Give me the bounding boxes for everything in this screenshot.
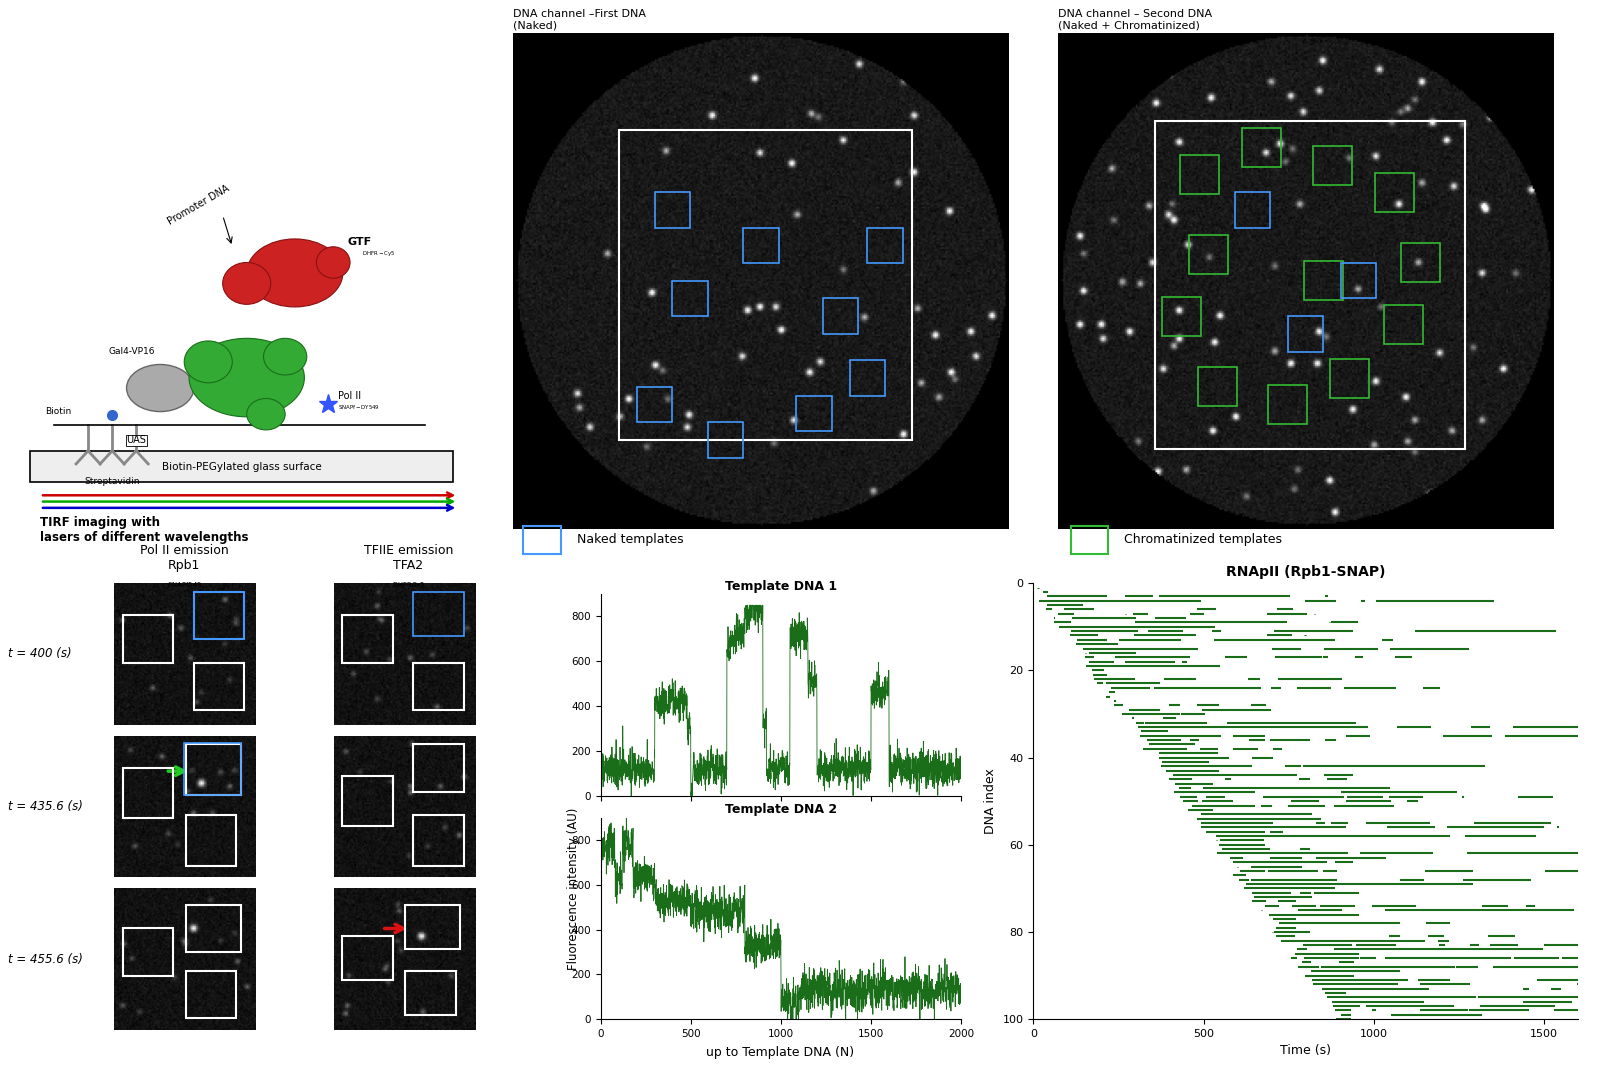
Text: t = 435.6 (s): t = 435.6 (s) [8, 800, 83, 813]
Text: Gal4-VP16: Gal4-VP16 [107, 347, 155, 355]
Text: DNA channel – Second DNA
(Naked + Chromatinized): DNA channel – Second DNA (Naked + Chroma… [1057, 9, 1211, 31]
Text: GTF: GTF [348, 237, 372, 246]
Bar [823, 299, 859, 334]
Text: Pol II: Pol II [338, 391, 360, 401]
Text: TFIIE emission
TFA2: TFIIE emission TFA2 [364, 544, 453, 572]
Text: Pol II emission
Rpb1: Pol II emission Rpb1 [139, 544, 229, 572]
Bar [413, 592, 463, 635]
Ellipse shape [247, 239, 343, 307]
Bar [620, 130, 912, 440]
Bar [413, 663, 463, 710]
Ellipse shape [316, 246, 349, 278]
Text: Naked templates: Naked templates [577, 533, 684, 546]
Text: Biotin-PEGylated glass surface: Biotin-PEGylated glass surface [162, 461, 322, 472]
Ellipse shape [247, 399, 285, 429]
Title: RNApII (Rpb1-SNAP): RNApII (Rpb1-SNAP) [1226, 566, 1386, 579]
Bar [655, 192, 690, 228]
Bar [1235, 192, 1270, 228]
Bar [343, 776, 392, 826]
Ellipse shape [223, 263, 271, 304]
Ellipse shape [127, 364, 194, 412]
Bar [708, 422, 743, 458]
Bar [186, 971, 235, 1018]
Text: DNA channel –First DNA
(Naked): DNA channel –First DNA (Naked) [513, 9, 646, 31]
Bar [1155, 121, 1466, 449]
Bar [867, 228, 902, 263]
Bar [123, 616, 173, 663]
Bar [796, 396, 831, 432]
Bar [849, 361, 884, 396]
FancyBboxPatch shape [30, 451, 453, 482]
Text: t = 400 (s): t = 400 (s) [8, 647, 72, 661]
Text: t = 455.6 (s): t = 455.6 (s) [8, 953, 83, 966]
Bar [1161, 296, 1202, 336]
Bar [413, 744, 463, 791]
Bar [1312, 146, 1352, 185]
Text: Streptavidin: Streptavidin [85, 477, 139, 486]
Bar [1179, 155, 1219, 194]
Bar [524, 526, 561, 554]
Bar [123, 929, 173, 976]
Bar [123, 768, 173, 819]
Bar [184, 743, 240, 795]
Bar [186, 905, 240, 953]
Bar [1242, 129, 1282, 167]
Bar [343, 616, 392, 663]
Text: $\mathregular{^{SNAPf-DY549}}$: $\mathregular{^{SNAPf-DY549}}$ [338, 404, 380, 413]
Bar [1402, 243, 1440, 282]
Bar [405, 905, 460, 949]
Y-axis label: DNA index: DNA index [984, 768, 996, 834]
Bar [194, 592, 244, 639]
Ellipse shape [189, 338, 304, 416]
Bar [1330, 359, 1370, 398]
Bar [1198, 367, 1237, 407]
Bar [1269, 385, 1307, 424]
Text: up to Template DNA (N): up to Template DNA (N) [706, 1046, 854, 1059]
Bar [743, 228, 779, 263]
Text: $\mathregular{^{DHFR-Cy5}}$: $\mathregular{^{DHFR-Cy5}}$ [362, 250, 396, 259]
Text: TIRF imaging with
lasers of different wavelengths: TIRF imaging with lasers of different wa… [40, 517, 248, 544]
Text: $\mathregular{^{DHFRCy5}}$: $\mathregular{^{DHFRCy5}}$ [391, 582, 426, 592]
Text: Chromatinized templates: Chromatinized templates [1125, 533, 1283, 546]
Bar [194, 663, 244, 710]
Text: Promoter DNA: Promoter DNA [167, 183, 231, 227]
Title: Template DNA 2: Template DNA 2 [726, 803, 836, 816]
Bar [673, 280, 708, 316]
Ellipse shape [263, 338, 306, 375]
Text: $\mathregular{^{SNAPf549}}$: $\mathregular{^{SNAPf549}}$ [167, 582, 202, 592]
Ellipse shape [184, 341, 232, 383]
X-axis label: Time (s): Time (s) [1280, 1044, 1331, 1057]
Bar [1375, 172, 1413, 211]
Bar [1341, 263, 1376, 299]
Bar [405, 971, 455, 1015]
Bar [186, 815, 235, 865]
Bar [638, 387, 673, 422]
Bar [1384, 305, 1423, 344]
Bar [1304, 262, 1342, 300]
Title: Template DNA 1: Template DNA 1 [726, 580, 836, 593]
Text: UAS: UAS [127, 435, 146, 446]
Bar [1189, 234, 1227, 274]
Bar [413, 815, 463, 865]
Bar [1288, 316, 1323, 351]
Bar [186, 744, 240, 795]
Text: Fluorescence intensity (AU): Fluorescence intensity (AU) [567, 808, 580, 969]
Bar [1070, 526, 1109, 554]
Bar [343, 936, 392, 981]
Text: Biotin: Biotin [45, 407, 70, 416]
